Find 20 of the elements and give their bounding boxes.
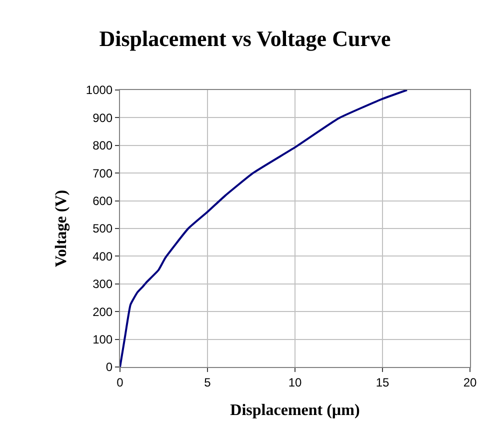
x-tick-label: 10 — [288, 375, 302, 390]
chart-title: Displacement vs Voltage Curve — [99, 26, 391, 51]
y-tick-label: 1000 — [86, 83, 113, 98]
y-tick-label: 200 — [92, 304, 113, 319]
y-tick-label: 900 — [92, 110, 113, 125]
y-tick-label: 400 — [92, 249, 113, 264]
y-tick-label: 300 — [92, 277, 113, 292]
y-axis-title: Voltage (V) — [52, 190, 70, 268]
line-series — [120, 90, 408, 367]
y-tick-label: 500 — [92, 222, 113, 236]
y-tick-label: 0 — [106, 360, 113, 374]
y-tick-label: 700 — [92, 166, 113, 180]
y-tick-label: 800 — [92, 138, 113, 153]
y-tick-label: 600 — [92, 194, 113, 208]
y-tick-label: 100 — [92, 332, 113, 346]
x-tick-label: 15 — [376, 375, 390, 390]
x-tick-label: 5 — [204, 375, 212, 390]
x-axis-title: Displacement (µm) — [230, 402, 360, 420]
x-tick-label: 0 — [116, 375, 124, 390]
x-tick-label: 20 — [463, 375, 477, 390]
